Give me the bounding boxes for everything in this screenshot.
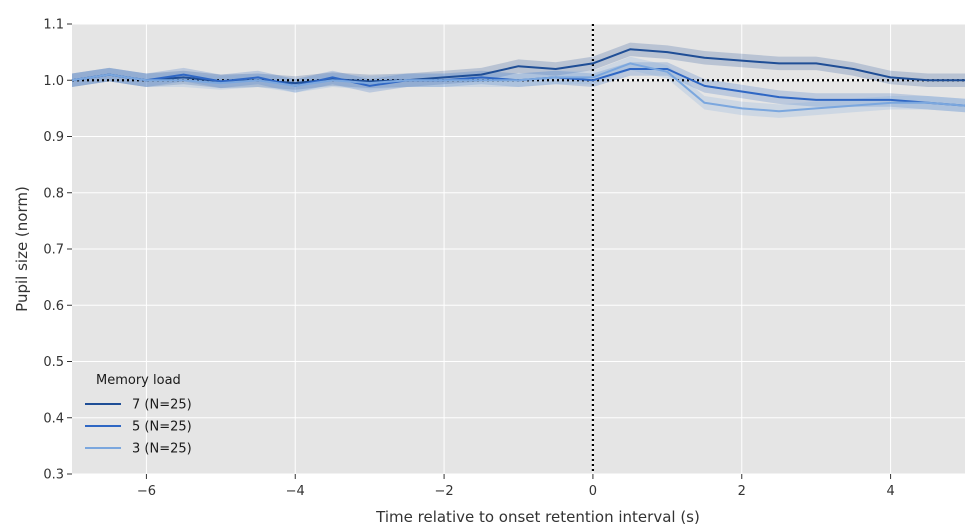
y-tick-label: 0.3 [43, 468, 64, 483]
y-tick-label: 0.5 [43, 355, 64, 370]
grid [72, 23, 965, 475]
legend-label: 7 (N=25) [132, 398, 192, 413]
x-tick-label: 0 [589, 484, 597, 499]
y-tick-label: 0.9 [43, 130, 64, 145]
legend-label: 3 (N=25) [132, 442, 192, 457]
series-lines [71, 48, 965, 113]
y-tick-label: 0.8 [43, 186, 64, 201]
axis-ticks: 0.3 0.4 0.5 0.6 0.7 0.8 0.9 1.0 1.1 −6 −4 −2 0 2 4 [43, 18, 894, 500]
x-tick-label: −6 [137, 484, 156, 499]
legend-title: Memory load [96, 373, 181, 388]
y-tick-label: 0.6 [43, 299, 64, 314]
x-tick-label: −2 [434, 484, 453, 499]
y-tick-label: 1.0 [43, 74, 64, 89]
x-tick-label: 2 [738, 484, 746, 499]
y-axis-label: Pupil size (norm) [13, 186, 31, 312]
legend-label: 5 (N=25) [132, 420, 192, 435]
y-tick-label: 1.1 [43, 18, 64, 33]
legend: Memory load 7 (N=25) 5 (N=25) 3 (N=25) [85, 373, 192, 457]
series-band [72, 56, 965, 118]
x-tick-label: −4 [286, 484, 305, 499]
y-tick-label: 0.4 [43, 411, 64, 426]
series-line [71, 62, 965, 113]
x-tick-label: 4 [886, 484, 894, 499]
y-tick-label: 0.7 [43, 243, 64, 258]
x-axis-label: Time relative to onset retention interva… [375, 508, 700, 526]
